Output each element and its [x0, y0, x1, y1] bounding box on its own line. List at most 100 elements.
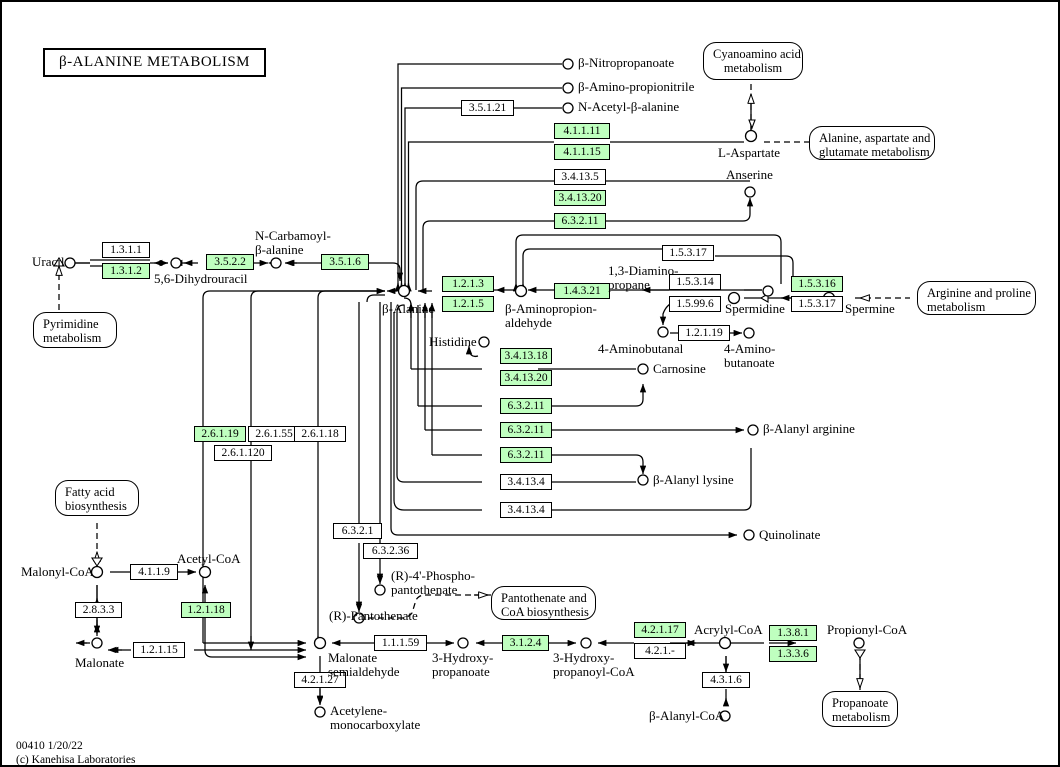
map-link-pantothenate-coa-biosynthesis[interactable]: Pantothenate and CoA biosynthesis	[491, 586, 596, 620]
enzyme-6-3-2-1[interactable]: 6.3.2.1	[333, 523, 382, 539]
label-dihydrouracil: 5,6-Dihydrouracil	[154, 271, 248, 286]
node-b-alanyl-arginine	[747, 424, 759, 436]
label-l-aspartate: L-Aspartate	[718, 145, 781, 160]
label-aminobutanoate: 4-Amino- butanoate	[724, 342, 775, 369]
label-amino-propionitrile: β-Amino-propionitrile	[578, 79, 695, 94]
map-link-line-1: Fatty acid	[65, 485, 115, 499]
enzyme-3-4-13-18[interactable]: 3.4.13.18	[500, 348, 552, 364]
node-n-carbamoyl-b-alanine	[270, 257, 282, 269]
map-link-line-1: Cyanoamino acid	[713, 47, 801, 61]
enzyme-6-3-2-11-c[interactable]: 6.3.2.11	[500, 422, 552, 438]
enzyme-4-1-1-9[interactable]: 4.1.1.9	[130, 564, 178, 580]
label-malonyl-coa: Malonyl-CoA	[21, 564, 94, 579]
map-link-line-2: metabolism	[927, 300, 986, 314]
node-diaminopropane	[762, 285, 774, 297]
enzyme-4-2-1-dash[interactable]: 4.2.1.-	[634, 643, 686, 659]
enzyme-1-5-3-14[interactable]: 1.5.3.14	[669, 274, 721, 290]
map-link-line-1: Alanine, aspartate and	[819, 131, 931, 145]
enzyme-4-1-1-15[interactable]: 4.1.1.15	[554, 144, 610, 160]
label-diaminopropane: 1,3-Diamino- propane	[608, 264, 678, 291]
footer-credits: 00410 1/20/22 (c) Kanehisa Laboratories	[16, 740, 136, 766]
enzyme-1-5-99-6[interactable]: 1.5.99.6	[669, 296, 721, 312]
label-spermine: Spermine	[845, 301, 895, 316]
enzyme-2-6-1-55[interactable]: 2.6.1.55	[248, 426, 300, 442]
enzyme-4-1-1-11[interactable]: 4.1.1.11	[554, 123, 610, 139]
node-r-4-phosphopantothenate	[374, 584, 386, 596]
enzyme-6-3-2-36[interactable]: 6.3.2.36	[363, 543, 418, 559]
label-spermidine: Spermidine	[725, 301, 785, 316]
label-nitropropanoate: β-Nitropropanoate	[578, 55, 675, 70]
enzyme-2-8-3-3[interactable]: 2.8.3.3	[75, 602, 122, 618]
label-line-2: monocarboxylate	[330, 716, 421, 732]
enzyme-1-3-1-1[interactable]: 1.3.1.1	[102, 242, 150, 258]
map-link-line-2: metabolism	[723, 61, 783, 75]
node-b-alanyl-lysine	[637, 474, 649, 486]
label-malonate: Malonate	[75, 655, 125, 670]
enzyme-1-3-3-6[interactable]: 1.3.3.6	[769, 646, 817, 662]
node-malonate	[91, 637, 103, 649]
enzyme-3-4-13-20-b[interactable]: 3.4.13.20	[500, 370, 552, 386]
node-histidine	[478, 336, 490, 348]
map-link-line-2: glutamate metabolism	[819, 145, 930, 159]
node-propionyl-coa	[853, 637, 865, 649]
enzyme-4-2-1-27[interactable]: 4.2.1.27	[294, 672, 346, 688]
enzyme-3-4-13-4-b[interactable]: 3.4.13.4	[500, 502, 552, 518]
enzyme-4-2-1-17[interactable]: 4.2.1.17	[634, 622, 686, 638]
label-line-1: 4-Amino-	[724, 341, 776, 356]
label-histidine: Histidine	[429, 334, 477, 349]
map-link-propanoate-metabolism[interactable]: Propanoate metabolism	[822, 691, 898, 727]
map-link-fatty-acid-biosynthesis[interactable]: Fatty acid biosynthesis	[55, 480, 139, 516]
label-line-1: N-Carbamoyl-	[255, 228, 331, 243]
enzyme-1-2-1-5[interactable]: 1.2.1.5	[442, 296, 494, 312]
enzyme-1-2-1-15[interactable]: 1.2.1.15	[133, 642, 185, 658]
enzyme-6-3-2-11-b[interactable]: 6.3.2.11	[500, 398, 552, 414]
enzyme-1-3-8-1[interactable]: 1.3.8.1	[769, 625, 817, 641]
node-anserine	[744, 186, 756, 198]
node-b-alanine	[397, 284, 411, 298]
enzyme-1-2-1-19[interactable]: 1.2.1.19	[678, 325, 730, 341]
enzyme-2-6-1-18[interactable]: 2.6.1.18	[294, 426, 346, 442]
enzyme-2-6-1-120[interactable]: 2.6.1.120	[214, 445, 272, 461]
map-link-line-1: Arginine and proline	[927, 286, 1031, 300]
map-link-line-1: Propanoate	[832, 696, 889, 710]
label-b-alanyl-arginine: β-Alanyl arginine	[763, 421, 855, 436]
node-malonate-semialdehyde	[313, 636, 327, 650]
enzyme-1-4-3-21[interactable]: 1.4.3.21	[554, 283, 610, 299]
enzyme-1-2-1-3[interactable]: 1.2.1.3	[442, 276, 494, 292]
node-hydroxypropanoate	[457, 637, 469, 649]
enzyme-6-3-2-11-d[interactable]: 6.3.2.11	[500, 447, 552, 463]
label-line-1: β-Aminopropion-	[505, 301, 597, 316]
enzyme-6-3-2-11-a[interactable]: 6.3.2.11	[554, 213, 606, 229]
enzyme-3-5-1-21[interactable]: 3.5.1.21	[461, 100, 514, 116]
label-line-2: semialdehyde	[328, 663, 400, 679]
node-dihydrouracil	[170, 257, 182, 269]
enzyme-3-1-2-4[interactable]: 3.1.2.4	[502, 635, 549, 651]
label-quinolinate: Quinolinate	[759, 527, 821, 542]
enzyme-3-5-1-6[interactable]: 3.5.1.6	[321, 254, 369, 270]
enzyme-3-4-13-20-a[interactable]: 3.4.13.20	[554, 190, 606, 206]
enzyme-2-6-1-19[interactable]: 2.6.1.19	[194, 426, 246, 442]
node-b-alanyl-coa	[719, 710, 731, 722]
map-link-cyanoamino-acid-metabolism[interactable]: Cyanoamino acid metabolism	[703, 42, 803, 80]
enzyme-1-2-1-18[interactable]: 1.2.1.18	[181, 602, 231, 618]
label-line-1: 3-Hydroxy-	[553, 650, 615, 665]
enzyme-1-3-1-2[interactable]: 1.3.1.2	[102, 263, 150, 279]
map-link-line-2: metabolism	[832, 710, 891, 724]
enzyme-4-3-1-6[interactable]: 4.3.1.6	[702, 672, 750, 688]
enzyme-3-4-13-5[interactable]: 3.4.13.5	[554, 169, 606, 185]
enzyme-1-5-3-17-a[interactable]: 1.5.3.17	[662, 245, 714, 261]
map-link-line-2: metabolism	[43, 331, 102, 345]
node-b-aminopropion-aldehyde	[514, 284, 528, 298]
enzyme-3-5-2-2[interactable]: 3.5.2.2	[206, 254, 254, 270]
enzyme-1-5-3-17-b[interactable]: 1.5.3.17	[791, 296, 843, 312]
label-line-2: pantothenate	[391, 581, 458, 597]
map-link-pyrimidine-metabolism[interactable]: Pyrimidine metabolism	[33, 312, 117, 348]
enzyme-3-4-13-4-a[interactable]: 3.4.13.4	[500, 474, 552, 490]
label-n-carbamoyl-b-alanine: N-Carbamoyl- β-alanine	[255, 229, 331, 256]
node-uracil	[64, 257, 76, 269]
enzyme-1-1-1-59[interactable]: 1.1.1.59	[374, 635, 427, 651]
enzyme-1-5-3-16[interactable]: 1.5.3.16	[791, 276, 843, 292]
map-link-arginine-proline-metabolism[interactable]: Arginine and proline metabolism	[917, 281, 1036, 315]
map-link-alanine-aspartate-glutamate[interactable]: Alanine, aspartate and glutamate metabol…	[809, 126, 935, 160]
